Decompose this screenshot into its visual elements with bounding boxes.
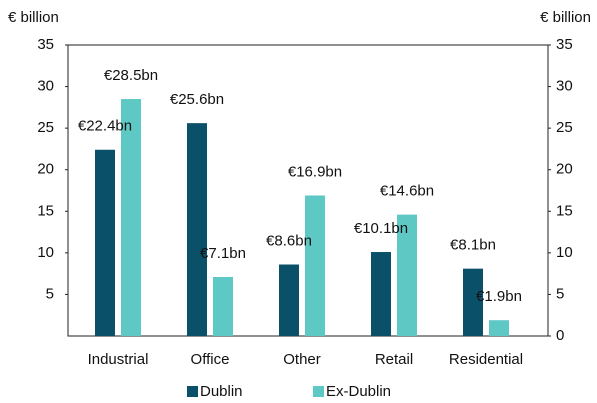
bar	[121, 99, 141, 337]
y-tick-label: 25	[37, 119, 54, 136]
y-axis-label: € billion	[8, 9, 59, 26]
value-label: €8.1bn	[450, 237, 496, 254]
legend-label: Dublin	[200, 383, 243, 400]
y-tick-label: 35	[37, 36, 54, 53]
y-tick-label: 15	[37, 202, 54, 219]
x-tick-label: Industrial	[88, 351, 149, 368]
y2-tick-label: 30	[556, 78, 573, 95]
value-label: €28.5bn	[104, 67, 158, 84]
value-label: €10.1bn	[354, 220, 408, 237]
y2-tick-label: 5	[556, 285, 564, 302]
y-tick-label: 10	[37, 244, 54, 261]
value-label: €1.9bn	[476, 288, 522, 305]
legend-label: Ex-Dublin	[326, 383, 391, 400]
value-label: €25.6bn	[170, 91, 224, 108]
y-tick-label: 30	[37, 78, 54, 95]
x-tick-label: Retail	[375, 351, 413, 368]
bar	[213, 276, 233, 336]
value-label: €8.6bn	[266, 232, 312, 249]
y2-tick-label: 10	[556, 244, 573, 261]
x-tick-label: Office	[191, 351, 230, 368]
bar	[397, 214, 417, 336]
y2-tick-label: 35	[556, 36, 573, 53]
bar	[489, 320, 509, 336]
y-tick-label: 5	[46, 285, 54, 302]
bar	[463, 268, 483, 336]
y2-tick-label: 15	[556, 202, 573, 219]
y-tick-label: 20	[37, 161, 54, 178]
legend-swatch	[313, 386, 324, 397]
x-tick-label: Other	[283, 351, 321, 368]
value-label: €22.4bn	[78, 118, 132, 135]
bar	[95, 149, 115, 336]
bar	[305, 195, 325, 336]
bar	[187, 123, 207, 336]
y2-tick-label: 20	[556, 161, 573, 178]
y2-axis-label: € billion	[540, 9, 591, 26]
bar	[279, 264, 299, 336]
value-label: €14.6bn	[380, 183, 434, 200]
y2-tick-label: 0	[556, 327, 564, 344]
y2-tick-label: 25	[556, 119, 573, 136]
value-label: €7.1bn	[200, 245, 246, 262]
x-tick-label: Residential	[449, 351, 523, 368]
legend-swatch	[187, 386, 198, 397]
value-label: €16.9bn	[288, 163, 342, 180]
bar	[371, 252, 391, 336]
